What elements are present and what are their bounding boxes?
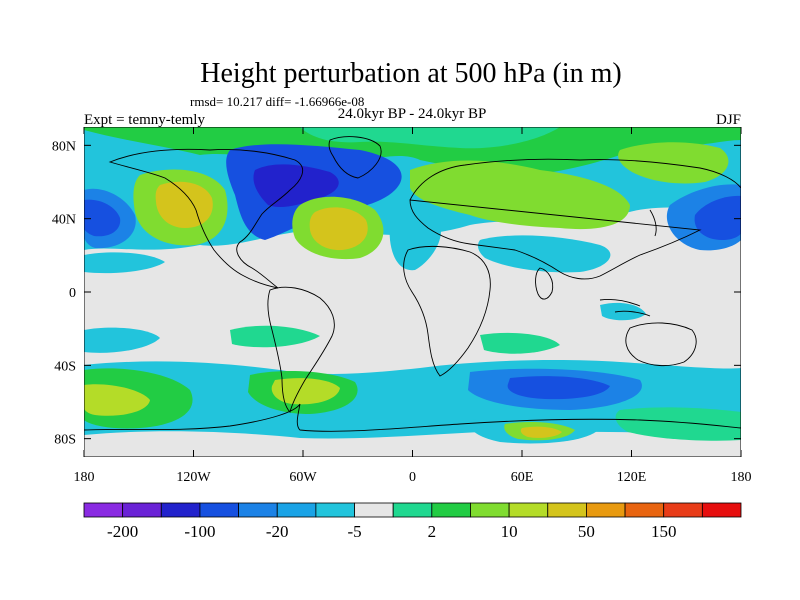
colorbar-label: -20: [266, 522, 289, 541]
colorbar-swatch: [354, 502, 394, 518]
lat-tick-label: 80S: [54, 433, 76, 448]
colorbar-swatch: [122, 502, 162, 518]
lat-tick-label: 0: [69, 286, 76, 301]
lon-tick-label: 180: [731, 470, 752, 485]
contour-arctic-teal: [300, 127, 560, 149]
colorbar-label: 150: [651, 522, 677, 541]
colorbar-swatch: [663, 502, 703, 518]
colorbar-swatch: [701, 502, 742, 518]
colorbar-label: -5: [347, 522, 361, 541]
colorbar-label: 50: [578, 522, 595, 541]
lon-tick-label: 180: [74, 470, 95, 485]
longitude-axis: 180 120W 60W 0 60E 120E 180: [74, 127, 752, 485]
contour-antarctic-yellow: [520, 426, 562, 438]
map-panel: [84, 127, 741, 457]
season-label: DJF: [716, 112, 741, 128]
colorbar-swatch: [392, 502, 433, 518]
contour-north-green: [84, 127, 741, 177]
colorbar-label: -200: [107, 522, 138, 541]
colorbar-swatch: [624, 502, 665, 518]
contour-south-pacific-yellowgreen: [84, 384, 150, 416]
period-label: 24.0kyr BP - 24.0kyr BP: [338, 106, 487, 122]
colorbar: -200 -100 -20 -5 2 10 50 150: [83, 502, 742, 541]
coastline-greenland: [328, 136, 382, 179]
lon-tick-label: 0: [409, 470, 416, 485]
contour-atlantic-high-yellow: [309, 207, 368, 251]
contour-east-pacific-deep: [694, 195, 741, 240]
lat-tick-label: 40S: [54, 359, 76, 374]
colorbar-label: -100: [184, 522, 215, 541]
contour-namerica-deep: [253, 164, 339, 208]
contour-asia-cyan: [477, 235, 611, 273]
lat-tick-label: 40N: [52, 213, 76, 228]
colorbar-swatch: [238, 502, 278, 518]
contour-field: [84, 127, 741, 457]
contour-nw-pacific-cyan: [84, 252, 165, 274]
lon-tick-label: 60E: [511, 470, 534, 485]
contour-wna-high-yellow: [155, 181, 213, 228]
colorbar-swatch: [160, 502, 201, 518]
colorbar-swatch: [547, 502, 587, 518]
coastline-north-america: [108, 148, 304, 289]
colorbar-swatch: [470, 502, 510, 518]
colorbar-label: 10: [501, 522, 518, 541]
contour-ne-atlantic-cyan: [389, 211, 441, 271]
colorbar-swatch: [276, 502, 317, 518]
coastline-japan: [649, 209, 657, 237]
colorbar-swatch: [431, 502, 471, 518]
coastline-south-america: [267, 286, 335, 413]
coastline-australia: [625, 322, 697, 367]
coastline-europe-asia: [409, 158, 741, 280]
contour-eurasia-high-green: [410, 160, 630, 230]
lon-tick-label: 120W: [176, 470, 211, 485]
contour-tropical-teal-indian: [480, 332, 560, 354]
colorbar-swatch: [199, 502, 239, 518]
contour-siberia-high-green: [618, 142, 729, 184]
coastline-india: [535, 267, 554, 300]
contour-tropical-cyan-west: [84, 327, 160, 353]
contour-south-indian-deep: [507, 376, 610, 400]
colorbar-swatch: [508, 502, 549, 518]
contour-tropical-teal-atlantic: [230, 325, 320, 348]
stats-label: rmsd= 10.217 diff= -1.66966e-08: [190, 94, 364, 109]
figure-title: Height perturbation at 500 hPa (in m): [200, 58, 621, 89]
experiment-label: Expt = temny-temly: [84, 112, 205, 128]
coastline-antarctica: [84, 403, 741, 432]
lon-tick-label: 120E: [617, 470, 647, 485]
lon-tick-label: 60W: [289, 470, 317, 485]
contour-west-pacific-deep: [84, 199, 121, 237]
colorbar-label: 2: [428, 522, 437, 541]
colorbar-swatch: [315, 502, 355, 518]
coastlines: [84, 136, 741, 432]
coastline-indonesia: [599, 299, 651, 317]
coastline-africa: [403, 245, 491, 377]
colorbar-swatch: [83, 502, 124, 518]
contour-south-atlantic-yellowgreen: [271, 378, 340, 405]
colorbar-swatch: [586, 502, 626, 518]
contour-east-antarctic-teal: [615, 407, 741, 441]
lat-tick-label: 80N: [52, 139, 76, 154]
latitude-axis: 80N 40N 0 40S 80S: [52, 139, 741, 448]
